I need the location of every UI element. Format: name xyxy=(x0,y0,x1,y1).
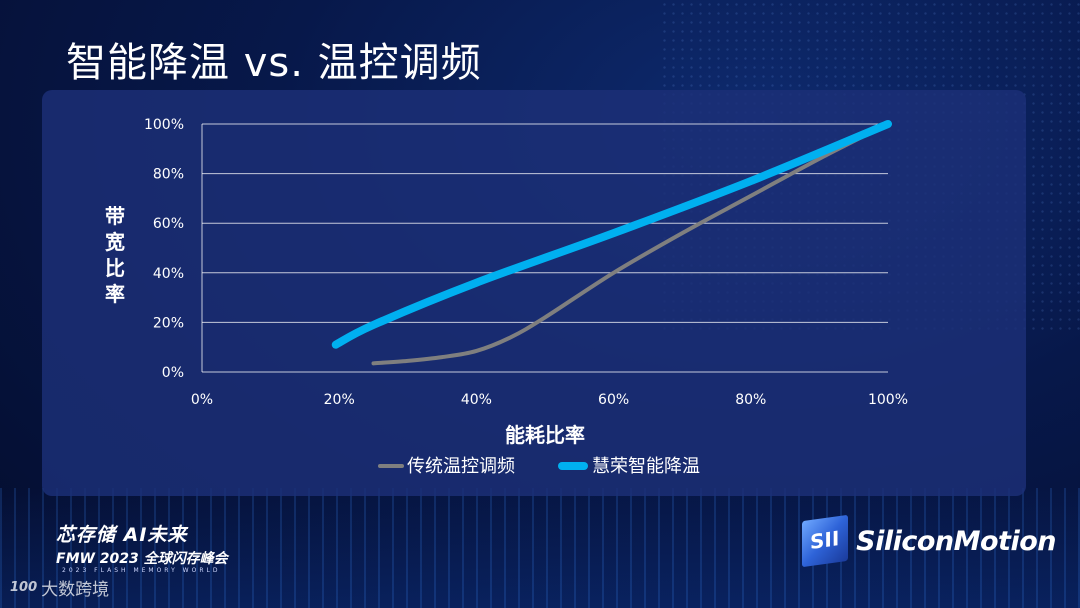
y-tick-label: 40% xyxy=(153,266,184,282)
brand-logo: SiliconMotion xyxy=(802,514,1056,568)
x-tick-label: 0% xyxy=(191,392,213,408)
event-name: FMW 2023 全球闪存峰会 xyxy=(56,551,228,567)
x-tick-label: 80% xyxy=(735,392,766,408)
watermark-text: 大数跨境 xyxy=(41,580,110,600)
y-axis-title-char: 率 xyxy=(105,282,125,306)
y-axis-title: 带宽比率 xyxy=(105,204,125,306)
line-chart: 0% 20% 40% 60% 80% 100% 0% 20% 40% 60% 80% 100% 能耗比率… xyxy=(105,117,908,477)
event-logo: 芯存储 AI未来 FMW 2023 全球闪存峰会 2023 FLASH MEMO… xyxy=(40,520,250,600)
watermark: 100 大数跨境 xyxy=(10,575,109,600)
y-tick-label: 60% xyxy=(153,216,184,232)
x-tick-label: 40% xyxy=(461,392,492,408)
siliconmotion-cube-icon xyxy=(802,514,849,568)
y-tick-label: 100% xyxy=(144,117,184,133)
x-axis-title: 能耗比率 xyxy=(505,423,585,447)
y-axis-title-char: 宽 xyxy=(105,230,125,254)
legend-label-1: 传统温控调频 xyxy=(407,456,515,477)
y-tick-label: 80% xyxy=(153,167,184,183)
chart-panel: 0% 20% 40% 60% 80% 100% 0% 20% 40% 60% 80% 100% 能耗比率… xyxy=(42,90,1026,496)
y-axis-title-char: 带 xyxy=(105,204,125,228)
series-line-1 xyxy=(371,122,890,366)
background-circuit-pattern xyxy=(0,488,1080,608)
event-slogan: 芯存储 AI未来 xyxy=(56,524,188,546)
x-tick-label: 20% xyxy=(324,392,355,408)
legend-label-2: 慧荣智能降温 xyxy=(592,456,700,477)
event-subtitle: 2023 FLASH MEMORY WORLD xyxy=(62,567,221,574)
y-tick-label: 20% xyxy=(153,315,184,331)
series-line-2 xyxy=(331,120,892,349)
watermark-logo-icon: 100 xyxy=(10,580,38,595)
y-tick-label: 0% xyxy=(162,365,184,381)
x-tick-label: 100% xyxy=(868,392,908,408)
slide-title: 智能降温 vs. 温控调频 xyxy=(66,40,482,86)
x-tick-label: 60% xyxy=(598,392,629,408)
y-axis-title-char: 比 xyxy=(105,256,125,280)
brand-name: SiliconMotion xyxy=(856,525,1056,557)
